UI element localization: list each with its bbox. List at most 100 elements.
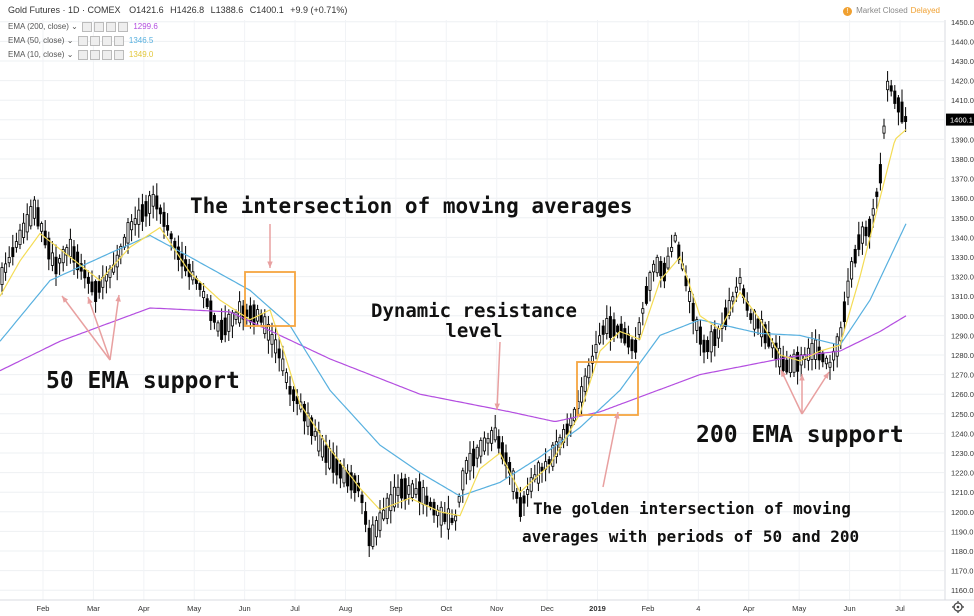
candle-down [94,281,98,302]
ohlc-low: L1388.6 [210,5,244,15]
x-tick-label: May [187,604,201,613]
gear-icon[interactable] [89,50,100,60]
candle-down [292,389,296,402]
candle-up [824,357,828,365]
highlight-box-intersection [244,271,296,327]
arrow-ema200-support-3-head [823,372,829,379]
candle-down [367,527,371,547]
y-tick-label: 1290.0 [951,331,974,340]
candle-up [673,234,677,242]
candle-up [590,355,594,364]
candle-up [554,441,558,457]
candle-up [58,258,62,264]
candle-up [14,241,18,248]
candle-down [450,517,454,523]
more-icon[interactable] [118,22,129,32]
arrow-ema50-support-2-head [87,297,93,304]
more-icon[interactable] [113,50,124,60]
ohlc-high: H1426.8 [170,5,205,15]
candle-down [878,164,882,184]
candle-down [400,478,404,499]
symbol-name[interactable]: Gold Futures [8,5,61,15]
y-tick-label: 1270.0 [951,371,974,380]
candle-down [691,302,695,321]
candle-down [428,501,432,507]
close-icon[interactable] [101,36,112,46]
annotation-golden-cross-1: The golden intersection of moving [533,499,851,518]
candle-up [727,300,731,316]
arrow-ema200-support-3 [801,371,830,415]
candle-up [716,328,720,339]
candle-up [695,319,699,331]
candle-up [414,488,418,495]
exchange-label: COMEX [87,5,121,15]
x-tick-label: Apr [743,604,755,613]
candle-up [641,308,645,314]
chevron-down-icon[interactable]: ⌄ [66,50,74,60]
indicator-ema200[interactable]: EMA (200, close) ⌄ 1299.6 [8,22,158,32]
candle-down [360,494,364,504]
eye-icon[interactable] [77,36,88,46]
candle-up [270,334,274,345]
candle-down [785,359,789,373]
arrow-ema200-support-1-head [781,370,787,377]
candle-down [349,472,353,491]
settings-gear-icon[interactable] [952,601,964,613]
candle-down [338,463,342,479]
candle-down [781,356,785,372]
y-tick-label: 1220.0 [951,469,974,478]
y-tick-label: 1300.0 [951,312,974,321]
more-icon[interactable] [113,36,124,46]
indicator-value: 1346.5 [128,36,154,46]
ohlc-close: C1400.1 [249,5,284,15]
candle-up [25,214,29,233]
y-tick-label: 1170.0 [951,567,973,576]
chevron-down-icon[interactable]: ⌄ [66,36,74,46]
candle-up [832,350,836,361]
y-tick-label: 1440.0 [951,37,974,46]
indicator-ema50[interactable]: EMA (50, close) ⌄ 1346.5 [8,36,153,46]
market-status-text: Market Closed [856,6,908,15]
y-tick-label: 1330.0 [951,253,974,262]
candle-up [216,322,220,332]
annotation-dynamic-resistance-1: Dynamic resistance [371,300,577,322]
candle-down [821,352,825,363]
eye-icon[interactable] [82,22,93,32]
candle-up [871,208,875,216]
candle-up [475,446,479,459]
arrow-intersection-head [267,261,273,268]
timeframe-label[interactable]: 1D [68,5,80,15]
gear-icon[interactable] [89,36,100,46]
candle-down [698,326,702,345]
candle-down [662,262,666,282]
gear-icon[interactable] [94,22,105,32]
candle-up [151,194,155,207]
candle-up [137,209,141,225]
candle-down [616,325,620,333]
candle-up [536,462,540,484]
highlight-box-golden-cross [576,361,639,416]
candle-down [425,495,429,505]
candle-down [11,247,15,258]
close-icon[interactable] [106,22,117,32]
market-status[interactable]: ! Market Closed Delayed [843,6,940,16]
close-icon[interactable] [101,50,112,60]
chevron-down-icon[interactable]: ⌄ [71,22,78,32]
candle-up [148,195,152,214]
x-tick-label: Mar [87,604,100,613]
candle-up [266,324,270,341]
candle-down [245,309,249,317]
candle-down [896,97,900,113]
candle-up [320,438,324,458]
candle-up [850,261,854,280]
candle-down [702,339,706,353]
y-tick-label: 1410.0 [951,96,974,105]
indicator-ema10[interactable]: EMA (10, close) ⌄ 1349.0 [8,50,153,60]
candle-down [515,491,519,499]
candle-down [54,256,58,275]
y-tick-label: 1180.0 [951,547,973,556]
candle-down [659,260,663,277]
eye-icon[interactable] [77,50,88,60]
ohlc-change: +9.9 (+0.71%) [290,5,348,15]
